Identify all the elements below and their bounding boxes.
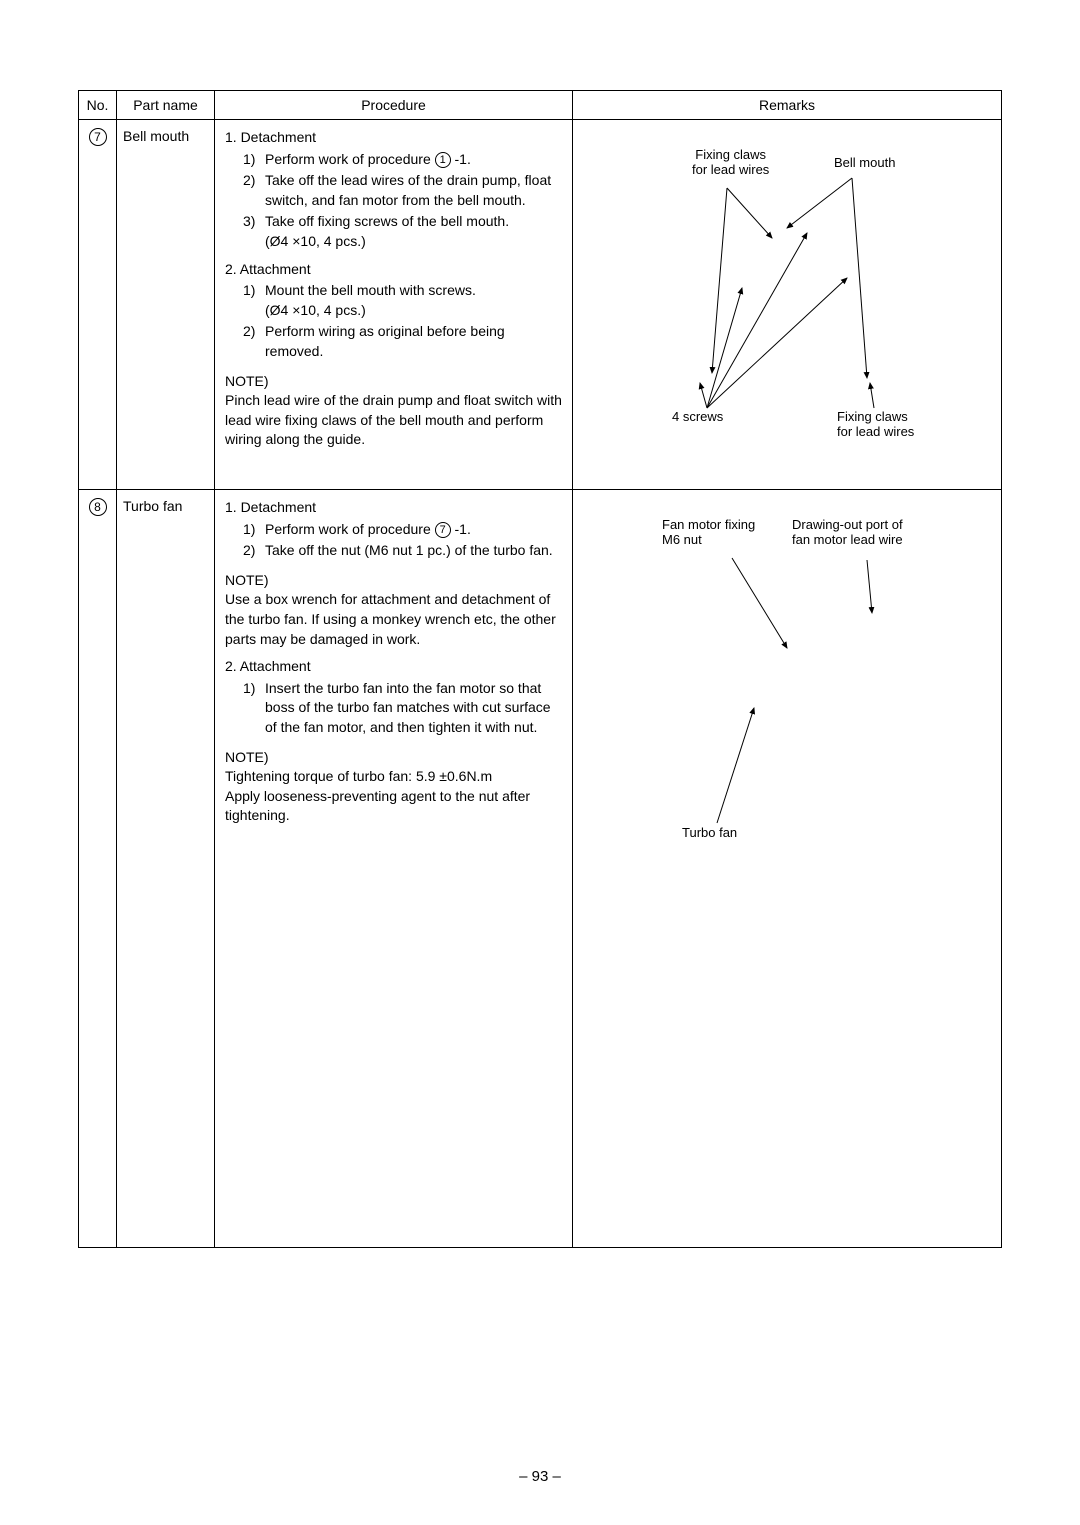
procedure-cell: 1. Detachment 1) Perform work of procedu… [215, 120, 573, 490]
diagram-arrows-svg [652, 518, 922, 858]
header-row: No. Part name Procedure Remarks [79, 91, 1002, 120]
page-number: – 93 – [0, 1468, 1080, 1485]
step-text: Mount the bell mouth with screws. [265, 282, 476, 298]
row-number: 8 [79, 490, 117, 1248]
step-list: 1) Perform work of procedure 1 -1. 2) Ta… [225, 150, 562, 252]
note-text: Apply looseness-preventing agent to the … [225, 787, 562, 826]
header-no: No. [79, 91, 117, 120]
step-item: 1) Insert the turbo fan into the fan mot… [243, 679, 562, 738]
step-text-post: -1. [451, 151, 471, 167]
step-number: 2) [243, 171, 255, 191]
diagram-label: Fixing clawsfor lead wires [837, 410, 914, 440]
step-item: 1) Perform work of procedure 7 -1. [243, 520, 562, 540]
remarks-cell: Fan motor fixingM6 nut Drawing-out port … [573, 490, 1002, 1248]
procedure-table: No. Part name Procedure Remarks 7 Bell m… [78, 90, 1002, 1248]
step-item: 1) Perform work of procedure 1 -1. [243, 150, 562, 170]
step-text: Insert the turbo fan into the fan motor … [265, 680, 551, 735]
diagram-label: Bell mouth [834, 156, 895, 171]
circled-ref: 7 [435, 522, 451, 538]
diagram-label: 4 screws [672, 410, 723, 425]
diagram-label: Fixing clawsfor lead wires [692, 148, 769, 178]
step-subtext: (Ø4 ×10, 4 pcs.) [265, 301, 562, 321]
step-text: Take off the lead wires of the drain pum… [265, 172, 551, 208]
step-number: 2) [243, 541, 255, 561]
header-remarks: Remarks [573, 91, 1002, 120]
header-proc: Procedure [215, 91, 573, 120]
step-item: 2) Perform wiring as original before bei… [243, 322, 562, 361]
step-list: 1) Perform work of procedure 7 -1. 2) Ta… [225, 520, 562, 561]
note-text: Use a box wrench for attachment and deta… [225, 590, 562, 649]
step-item: 2) Take off the lead wires of the drain … [243, 171, 562, 210]
part-name: Turbo fan [117, 490, 215, 1248]
part-name: Bell mouth [117, 120, 215, 490]
step-list: 1) Insert the turbo fan into the fan mot… [225, 679, 562, 738]
row-number: 7 [79, 120, 117, 490]
diagram-label: Turbo fan [682, 826, 737, 841]
table-row: 8 Turbo fan 1. Detachment 1) Perform wor… [79, 490, 1002, 1248]
circled-ref: 1 [435, 152, 451, 168]
remarks-cell: Fixing clawsfor lead wires Bell mouth 4 … [573, 120, 1002, 490]
detachment-header: 1. Detachment [225, 498, 562, 518]
attachment-header: 2. Attachment [225, 260, 562, 280]
header-part: Part name [117, 91, 215, 120]
step-item: 1) Mount the bell mouth with screws. (Ø4… [243, 281, 562, 320]
detachment-header: 1. Detachment [225, 128, 562, 148]
step-subtext: (Ø4 ×10, 4 pcs.) [265, 232, 562, 252]
step-number: 2) [243, 322, 255, 342]
step-number: 1) [243, 520, 255, 540]
step-item: 2) Take off the nut (M6 nut 1 pc.) of th… [243, 541, 562, 561]
step-number: 1) [243, 150, 255, 170]
diagram-label: Fan motor fixingM6 nut [662, 518, 755, 548]
step-text: Take off the nut (M6 nut 1 pc.) of the t… [265, 542, 553, 558]
step-number: 1) [243, 281, 255, 301]
step-item: 3) Take off fixing screws of the bell mo… [243, 212, 562, 251]
circled-number: 7 [89, 128, 107, 146]
note-header: NOTE) [225, 748, 562, 768]
diagram-turbo-fan: Fan motor fixingM6 nut Drawing-out port … [652, 518, 922, 858]
step-number: 1) [243, 679, 255, 699]
diagram-bell-mouth: Fixing clawsfor lead wires Bell mouth 4 … [652, 148, 922, 458]
note-text: Tightening torque of turbo fan: 5.9 ±0.6… [225, 767, 562, 787]
step-number: 3) [243, 212, 255, 232]
step-text-post: -1. [451, 521, 471, 537]
step-text: Perform wiring as original before being … [265, 323, 505, 359]
attachment-header: 2. Attachment [225, 657, 562, 677]
step-text: Take off fixing screws of the bell mouth… [265, 213, 509, 229]
circled-number: 8 [89, 498, 107, 516]
step-text-pre: Perform work of procedure [265, 151, 435, 167]
note-header: NOTE) [225, 372, 562, 392]
note-text: Pinch lead wire of the drain pump and fl… [225, 391, 562, 450]
procedure-cell: 1. Detachment 1) Perform work of procedu… [215, 490, 573, 1248]
note-header: NOTE) [225, 571, 562, 591]
step-text-pre: Perform work of procedure [265, 521, 435, 537]
step-list: 1) Mount the bell mouth with screws. (Ø4… [225, 281, 562, 361]
diagram-label: Drawing-out port offan motor lead wire [792, 518, 903, 548]
table-row: 7 Bell mouth 1. Detachment 1) Perform wo… [79, 120, 1002, 490]
